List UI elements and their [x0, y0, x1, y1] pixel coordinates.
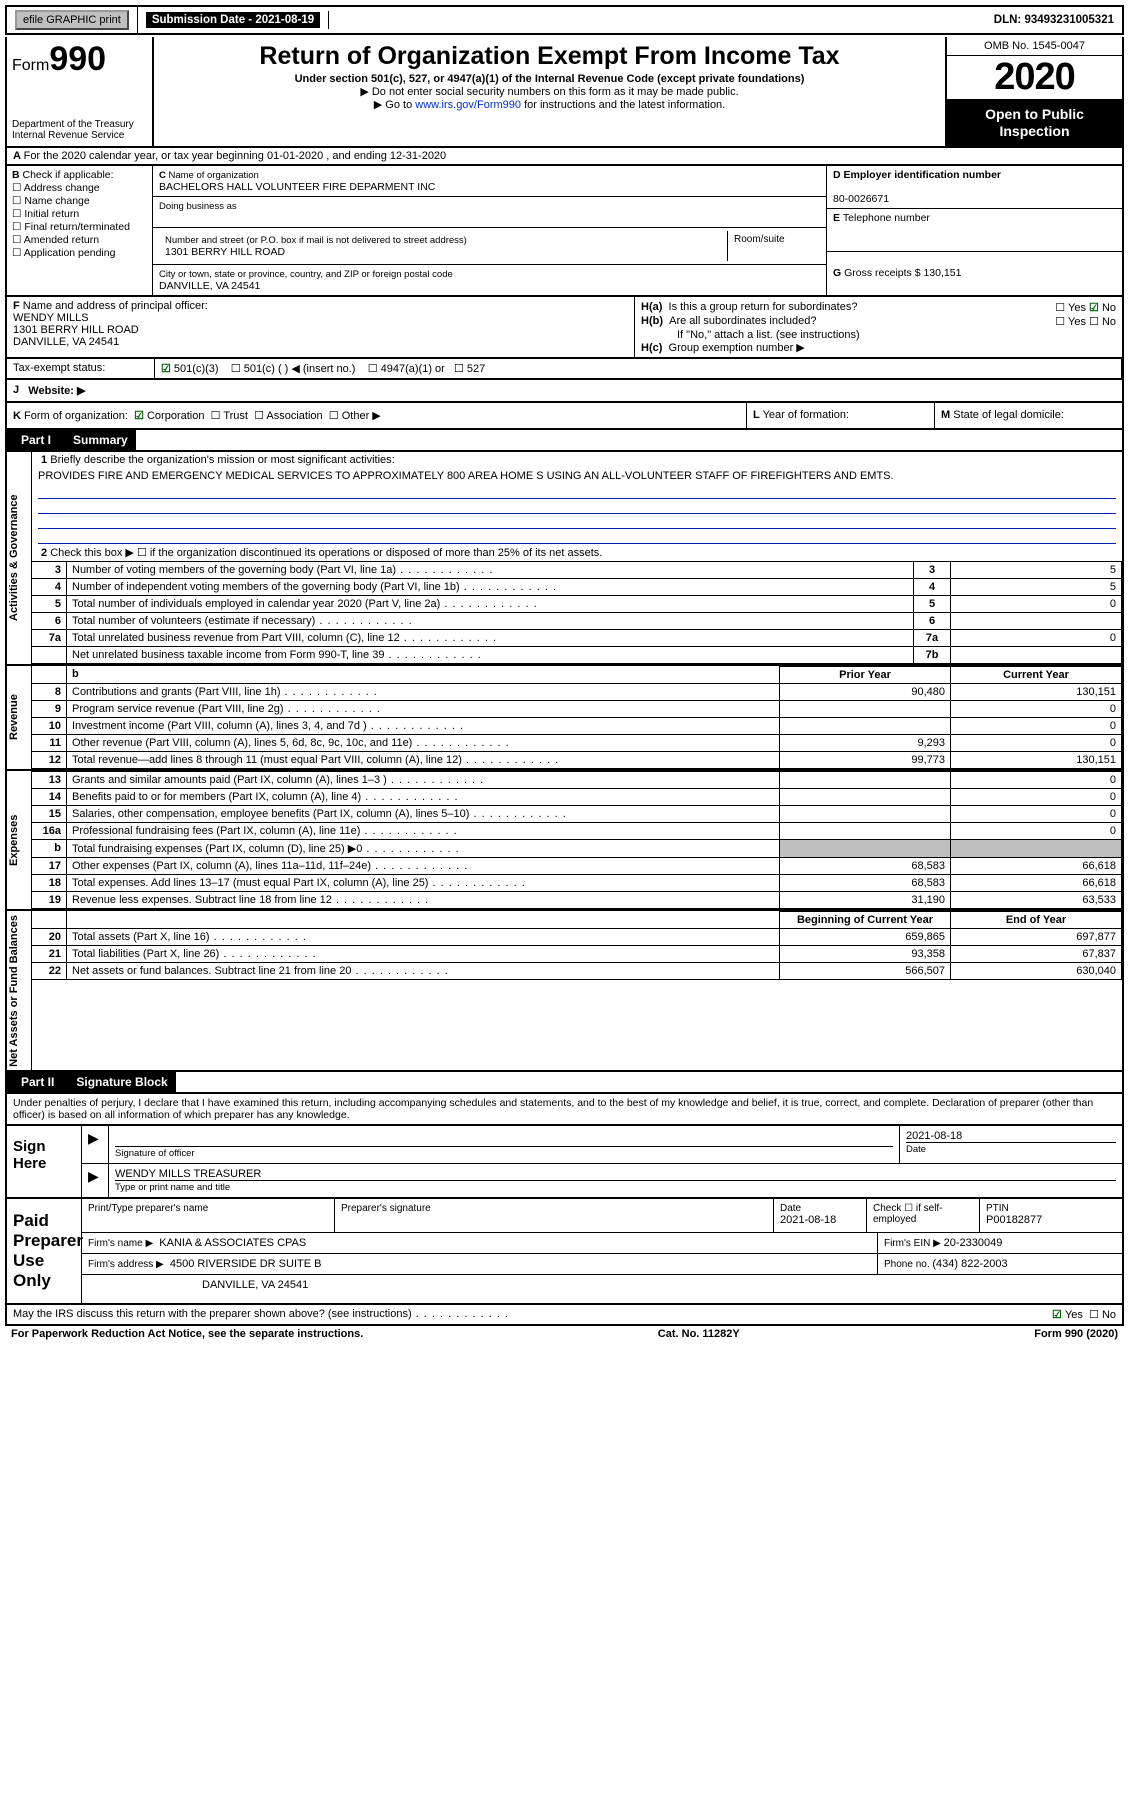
firm-ein: 20-2330049 — [944, 1237, 1003, 1249]
open-public: Open to Public Inspection — [947, 100, 1122, 146]
year-formation: Year of formation: — [763, 409, 849, 421]
discuss-row: May the IRS discuss this return with the… — [5, 1305, 1124, 1326]
org-name: BACHELORS HALL VOLUNTEER FIRE DEPARMENT … — [159, 181, 435, 193]
top-bar: efile GRAPHIC print Submission Date - 20… — [5, 5, 1124, 35]
firm-name: KANIA & ASSOCIATES CPAS — [159, 1237, 306, 1249]
chk-app-pending[interactable]: Application pending — [12, 247, 147, 259]
ptin: P00182877 — [986, 1214, 1116, 1226]
subtitle-1: Under section 501(c), 527, or 4947(a)(1)… — [159, 73, 940, 85]
hb-note: If "No," attach a list. (see instruction… — [641, 329, 1116, 341]
sign-date: 2021-08-18 — [906, 1130, 1116, 1142]
hb-yes[interactable]: Yes — [1055, 316, 1086, 328]
subtitle-2: Do not enter social security numbers on … — [159, 85, 940, 98]
firm-addr2: DANVILLE, VA 24541 — [82, 1275, 1122, 1295]
vtab-net-assets: Net Assets or Fund Balances — [7, 911, 32, 1071]
prep-date: 2021-08-18 — [780, 1214, 860, 1226]
discuss-no[interactable]: No — [1089, 1308, 1116, 1321]
col-b-checkboxes: B Check if applicable: Address change Na… — [7, 166, 153, 295]
tax-exempt-label: Tax-exempt status: — [13, 362, 105, 374]
tax-year: 2020 — [947, 56, 1122, 100]
officer-name: WENDY MILLS — [13, 312, 89, 324]
sig-officer-label: Signature of officer — [115, 1146, 893, 1159]
row-j-website: J Website: ▶ — [5, 380, 1124, 403]
org-street: 1301 BERRY HILL ROAD — [165, 246, 285, 258]
org-city: DANVILLE, VA 24541 — [159, 280, 260, 292]
chk-corp[interactable]: Corporation — [134, 410, 204, 422]
chk-amended[interactable]: Amended return — [12, 234, 147, 246]
part1-header: Part I Summary — [5, 430, 1124, 452]
hc-label: Group exemption number ▶ — [669, 342, 805, 354]
discuss-yes[interactable]: Yes — [1052, 1308, 1083, 1321]
cat-no: Cat. No. 11282Y — [658, 1328, 740, 1340]
chk-501c3[interactable]: 501(c)(3) — [161, 363, 219, 375]
section-activities-governance: Activities & Governance 1 Briefly descri… — [5, 452, 1124, 666]
chk-address-change[interactable]: Address change — [12, 182, 147, 194]
revenue-table: bPrior YearCurrent Year8Contributions an… — [32, 666, 1122, 769]
chk-other[interactable]: Other ▶ — [329, 410, 381, 422]
section-net-assets: Net Assets or Fund Balances Beginning of… — [5, 911, 1124, 1073]
net-assets-table: Beginning of Current YearEnd of Year20To… — [32, 911, 1122, 980]
telephone-label: Telephone number — [843, 212, 930, 224]
dln: DLN: 93493231005321 — [986, 11, 1122, 29]
submission-date-label: Submission Date - 2021-08-19 — [146, 12, 320, 28]
irs: Internal Revenue Service — [12, 130, 147, 141]
officer-group-block: F Name and address of principal officer:… — [5, 297, 1124, 359]
form-title: Return of Organization Exempt From Incom… — [159, 42, 940, 71]
form-version: Form 990 (2020) — [1034, 1328, 1118, 1340]
officer-name-title: WENDY MILLS TREASURER — [115, 1168, 1116, 1180]
firm-addr1: 4500 RIVERSIDE DR SUITE B — [170, 1258, 322, 1270]
officer-addr1: 1301 BERRY HILL ROAD — [13, 324, 139, 336]
sign-here-block: Sign Here Signature of officer 2021-08-1… — [5, 1126, 1124, 1199]
officer-addr2: DANVILLE, VA 24541 — [13, 336, 119, 348]
chk-501c[interactable]: 501(c) ( ) ◀ (insert no.) — [231, 363, 356, 375]
vtab-expenses: Expenses — [7, 771, 32, 909]
ha-no[interactable]: No — [1089, 302, 1116, 314]
ein: 80-0026671 — [833, 193, 889, 205]
form-header: Form990 Department of the Treasury Inter… — [5, 37, 1124, 148]
omb-number: OMB No. 1545-0047 — [947, 37, 1122, 56]
subtitle-3: Go to www.irs.gov/Form990 for instructio… — [159, 98, 940, 111]
expenses-table: 13Grants and similar amounts paid (Part … — [32, 771, 1122, 909]
paid-preparer-block: Paid Preparer Use Only Print/Type prepar… — [5, 1199, 1124, 1305]
org-info-block: B Check if applicable: Address change Na… — [5, 166, 1124, 297]
penalty-text: Under penalties of perjury, I declare th… — [5, 1094, 1124, 1126]
chk-name-change[interactable]: Name change — [12, 195, 147, 207]
chk-self-employed[interactable]: Check ☐ if self-employed — [867, 1199, 980, 1232]
irs-link[interactable]: www.irs.gov/Form990 — [415, 99, 521, 111]
section-expenses: Expenses 13Grants and similar amounts pa… — [5, 771, 1124, 911]
row-k: K Form of organization: Corporation Trus… — [5, 403, 1124, 430]
chk-527[interactable]: 527 — [454, 363, 485, 375]
vtab-revenue: Revenue — [7, 666, 32, 769]
part2-header: Part II Signature Block — [5, 1072, 1124, 1094]
form-number: Form990 — [12, 40, 147, 79]
chk-assoc[interactable]: Association — [254, 410, 323, 422]
chk-4947[interactable]: 4947(a)(1) or — [368, 363, 445, 375]
ha-yes[interactable]: Yes — [1055, 302, 1086, 314]
dept-treasury: Department of the Treasury — [12, 119, 147, 130]
row-a-tax-year: A For the 2020 calendar year, or tax yea… — [5, 148, 1124, 166]
efile-print-button[interactable]: efile GRAPHIC print — [15, 10, 129, 30]
room-suite: Room/suite — [728, 231, 820, 261]
chk-final-return[interactable]: Final return/terminated — [12, 221, 147, 233]
chk-trust[interactable]: Trust — [211, 410, 248, 422]
firm-phone: (434) 822-2003 — [932, 1258, 1007, 1270]
vtab-governance: Activities & Governance — [7, 452, 32, 664]
governance-table: 3Number of voting members of the governi… — [32, 561, 1122, 664]
state-domicile: State of legal domicile: — [953, 409, 1064, 421]
gross-receipts: 130,151 — [923, 267, 961, 279]
mission-text: PROVIDES FIRE AND EMERGENCY MEDICAL SERV… — [32, 468, 1122, 484]
footer: For Paperwork Reduction Act Notice, see … — [5, 1326, 1124, 1342]
hb-no[interactable]: No — [1089, 316, 1116, 328]
section-revenue: Revenue bPrior YearCurrent Year8Contribu… — [5, 666, 1124, 771]
q2-text: Check this box ▶ ☐ if the organization d… — [50, 547, 602, 559]
chk-initial-return[interactable]: Initial return — [12, 208, 147, 220]
